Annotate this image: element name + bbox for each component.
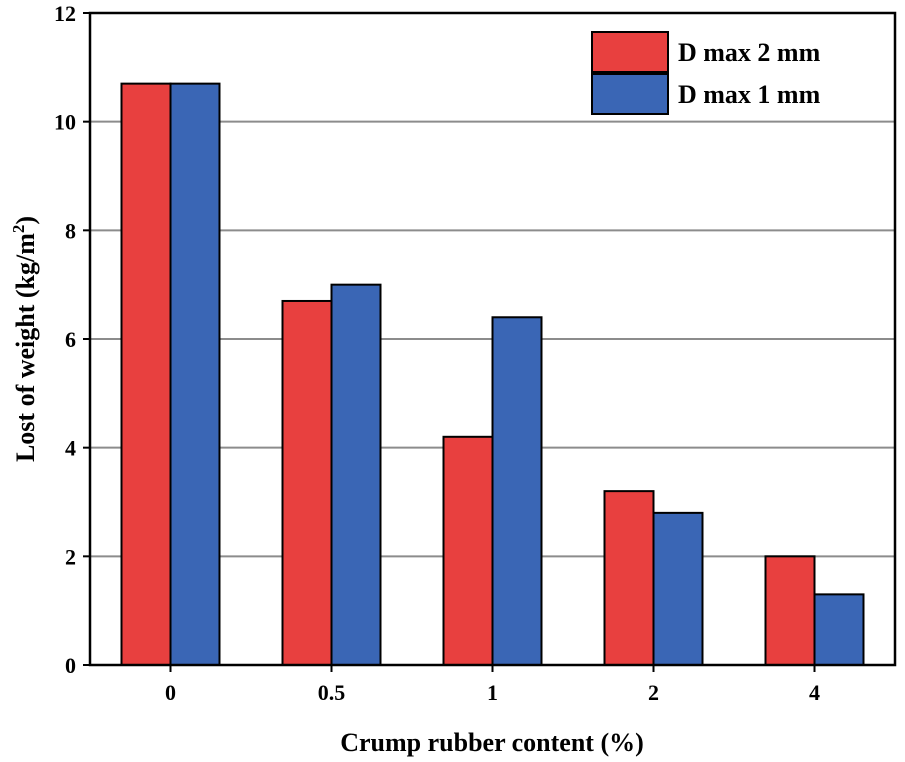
y-tick-label: 4 [65,436,76,461]
y-tick-label: 6 [65,327,76,352]
x-tick-label: 1 [487,680,498,705]
y-tick-label: 12 [54,1,76,26]
x-tick-label: 2 [648,680,659,705]
y-axis-label-suffix: ) [11,216,40,225]
y-axis-label-main: Lost of weight (kg/m [11,233,40,462]
axis-ticks [83,12,816,672]
bar-d-max-1mm-1 [491,316,543,666]
legend: D max 2 mm D max 1 mm [591,31,821,115]
legend-swatch-d-max-1mm [591,73,669,115]
y-tick-label: 10 [54,110,76,135]
y-axis-label-superscript: 2 [9,225,28,234]
y-tick-label: 0 [65,653,76,678]
bar-d-max-1mm-4 [813,593,865,666]
y-tick-label: 8 [65,218,76,243]
bar-d-max-2mm-0 [120,82,172,666]
bar-d-max-1mm-0 [169,82,221,666]
bars [120,82,865,666]
legend-label-d-max-1mm: D max 1 mm [678,80,821,109]
bar-d-max-1mm-2 [652,511,704,666]
legend-label-d-max-2mm: D max 2 mm [678,38,821,67]
bar-d-max-2mm-4 [764,555,816,666]
x-tick-label: 4 [809,680,820,705]
y-tick-labels: 0 2 4 6 8 10 12 [54,1,76,678]
x-axis-label: Crump rubber content (%) [340,728,644,757]
bar-d-max-2mm-0.5 [281,299,333,666]
bar-d-max-2mm-1 [442,435,494,666]
y-axis-label: Lost of weight (kg/m2) [9,216,40,462]
bar-d-max-2mm-2 [603,490,655,666]
bar-d-max-1mm-0.5 [330,283,382,666]
x-tick-labels: 0 0.5 1 2 4 [165,680,820,705]
x-tick-label: 0.5 [318,680,346,705]
y-tick-label: 2 [65,544,76,569]
legend-swatch-d-max-2mm [591,31,669,73]
x-tick-label: 0 [165,680,176,705]
